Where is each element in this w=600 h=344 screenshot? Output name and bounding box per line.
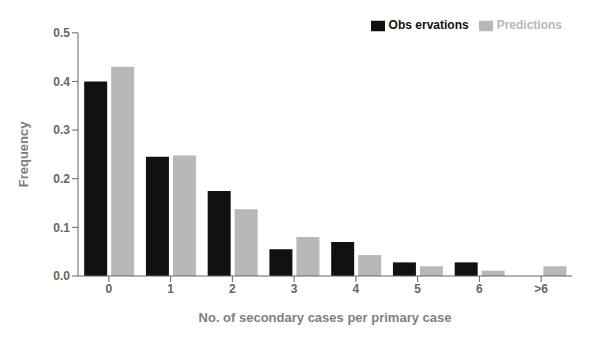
svg-text:4: 4 <box>353 282 360 296</box>
svg-text:2: 2 <box>229 282 236 296</box>
svg-text:3: 3 <box>291 282 298 296</box>
svg-text:0: 0 <box>106 282 113 296</box>
svg-text:0.3: 0.3 <box>53 123 70 137</box>
svg-text:0.0: 0.0 <box>53 269 70 283</box>
svg-text:5: 5 <box>414 282 421 296</box>
svg-text:0.5: 0.5 <box>53 26 70 40</box>
svg-text:>6: >6 <box>534 282 548 296</box>
svg-text:6: 6 <box>476 282 483 296</box>
svg-text:0.1: 0.1 <box>53 221 70 235</box>
svg-text:0.4: 0.4 <box>53 75 70 89</box>
svg-text:No. of secondary cases per pri: No. of secondary cases per primary case <box>199 310 452 325</box>
html-text:Obs ervations: Obs ervations <box>388 18 469 32</box>
svg-text:Frequency: Frequency <box>16 121 31 188</box>
svg-text:0.2: 0.2 <box>53 172 70 186</box>
svg-text:1: 1 <box>167 282 174 296</box>
html-text:Predictions: Predictions <box>496 18 562 32</box>
